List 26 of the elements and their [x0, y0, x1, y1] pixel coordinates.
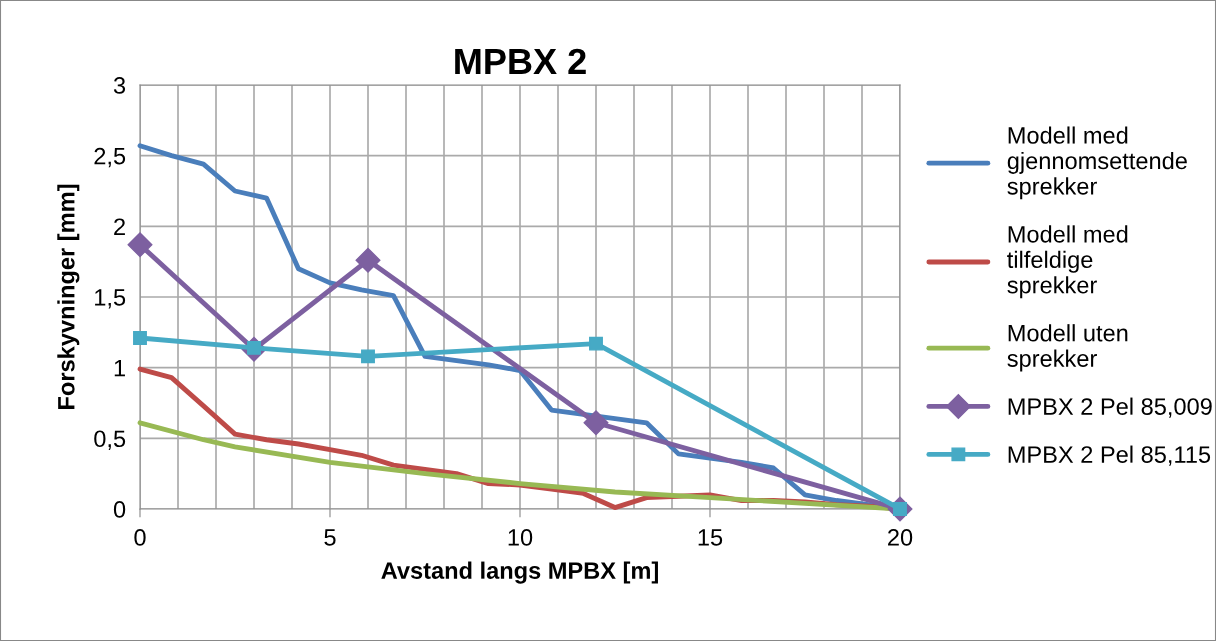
- y-tick-label: 1: [114, 359, 125, 377]
- y-tick-label: 2,5: [94, 147, 126, 168]
- point: [583, 410, 609, 436]
- point: [355, 247, 381, 273]
- y-axis-title: Forskyvninger [mm]: [57, 184, 80, 409]
- legend-label: Modell uten sprekker: [1007, 324, 1128, 372]
- point: [361, 349, 375, 364]
- point: [133, 331, 147, 345]
- y-tick-label: 0,5: [94, 430, 126, 450]
- x-tick-label: 20: [888, 529, 913, 546]
- x-axis-title: Avstand langs MPBX [m]: [381, 561, 658, 584]
- y-tick-label: 1,5: [95, 289, 126, 309]
- legend-label: MPBX 2 Pel 85,115: [1008, 445, 1211, 466]
- y-tick-label: 3: [113, 77, 126, 94]
- x-tick-label: 10: [508, 529, 533, 546]
- x-tick-label: 15: [698, 529, 723, 546]
- y-tick-label: 0: [113, 501, 126, 518]
- legend-label: Modell med gjennomsettende sprekker: [1007, 126, 1187, 200]
- point: [589, 336, 603, 351]
- chart-title: MPBX 2: [455, 48, 586, 74]
- x-tick-label: 0: [134, 529, 146, 546]
- x-tick-label: 5: [324, 529, 336, 546]
- legend-label: MPBX 2 Pel 85,009: [1008, 397, 1212, 418]
- point: [127, 232, 153, 258]
- legend-label: Modell med tilfeldige sprekker: [1007, 225, 1128, 299]
- y-tick-label: 2: [114, 218, 125, 235]
